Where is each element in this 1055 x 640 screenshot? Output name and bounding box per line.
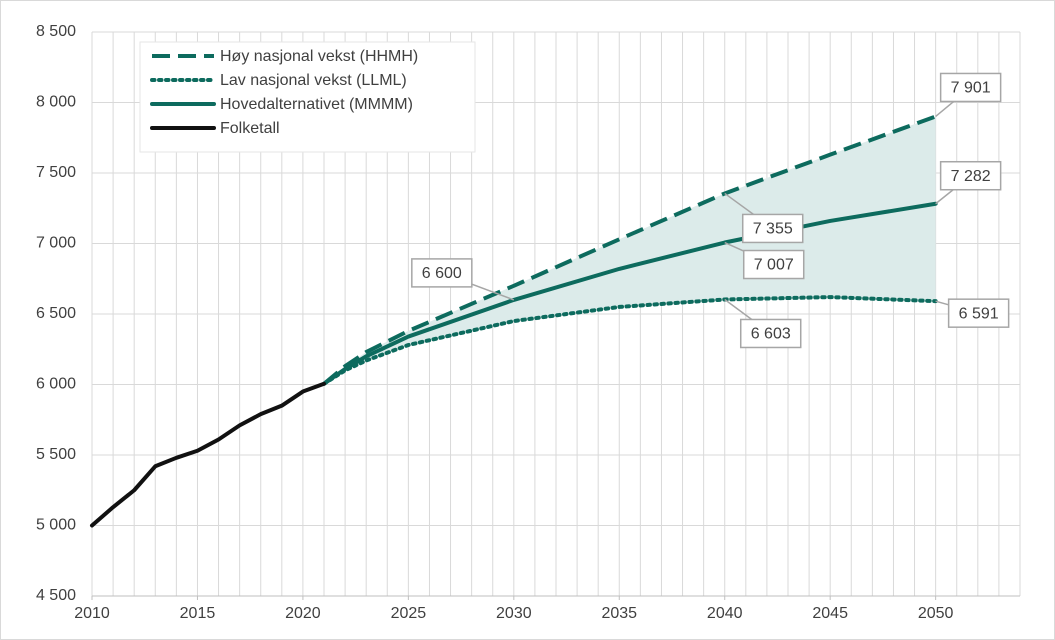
callout-box <box>742 249 805 280</box>
y-tick-label: 6 500 <box>36 305 76 322</box>
callout-label: 6 603 <box>751 326 791 343</box>
callout-box <box>947 298 1010 328</box>
callout-box <box>741 213 804 244</box>
callout-box <box>739 318 802 349</box>
y-tick-label: 7 000 <box>36 235 76 252</box>
y-tick-label: 8 500 <box>36 23 76 40</box>
series-line <box>90 381 326 528</box>
callout-box <box>411 258 473 288</box>
callout-box <box>939 160 1002 191</box>
x-tick-label: 2035 <box>601 605 637 622</box>
callout-label: 6 591 <box>959 305 999 322</box>
callout-label: 7 007 <box>754 257 794 274</box>
series-line <box>322 114 937 386</box>
x-tick-label: 2010 <box>74 605 110 622</box>
callout-label: 7 282 <box>951 168 991 185</box>
callout-label: 7 901 <box>951 80 991 97</box>
callout-label: 6 600 <box>422 265 462 282</box>
series-line <box>322 295 938 386</box>
x-tick-label: 2020 <box>285 605 321 622</box>
y-tick-label: 4 500 <box>36 587 76 604</box>
projection-band <box>324 116 936 384</box>
y-tick-label: 6 000 <box>36 376 76 393</box>
x-tick-label: 2030 <box>496 605 532 622</box>
y-tick-label: 5 000 <box>36 517 76 534</box>
legend-label: Lav nasjonal vekst (LLML) <box>220 72 407 89</box>
legend-box <box>139 41 476 153</box>
legend-label: Høy nasjonal vekst (HHMH) <box>220 48 418 65</box>
x-tick-label: 2045 <box>812 605 848 622</box>
x-tick-label: 2040 <box>707 605 743 622</box>
legend-label: Hovedalternativet (MMMM) <box>220 96 413 113</box>
x-tick-label: 2015 <box>180 605 216 622</box>
y-tick-label: 7 500 <box>36 164 76 181</box>
y-tick-label: 8 000 <box>36 94 76 111</box>
y-tick-label: 5 500 <box>36 446 76 463</box>
x-tick-label: 2050 <box>918 605 954 622</box>
callout-label: 7 355 <box>753 221 793 238</box>
x-tick-label: 2025 <box>391 605 427 622</box>
legend-label: Folketall <box>220 120 280 137</box>
callout-box <box>939 72 1002 103</box>
